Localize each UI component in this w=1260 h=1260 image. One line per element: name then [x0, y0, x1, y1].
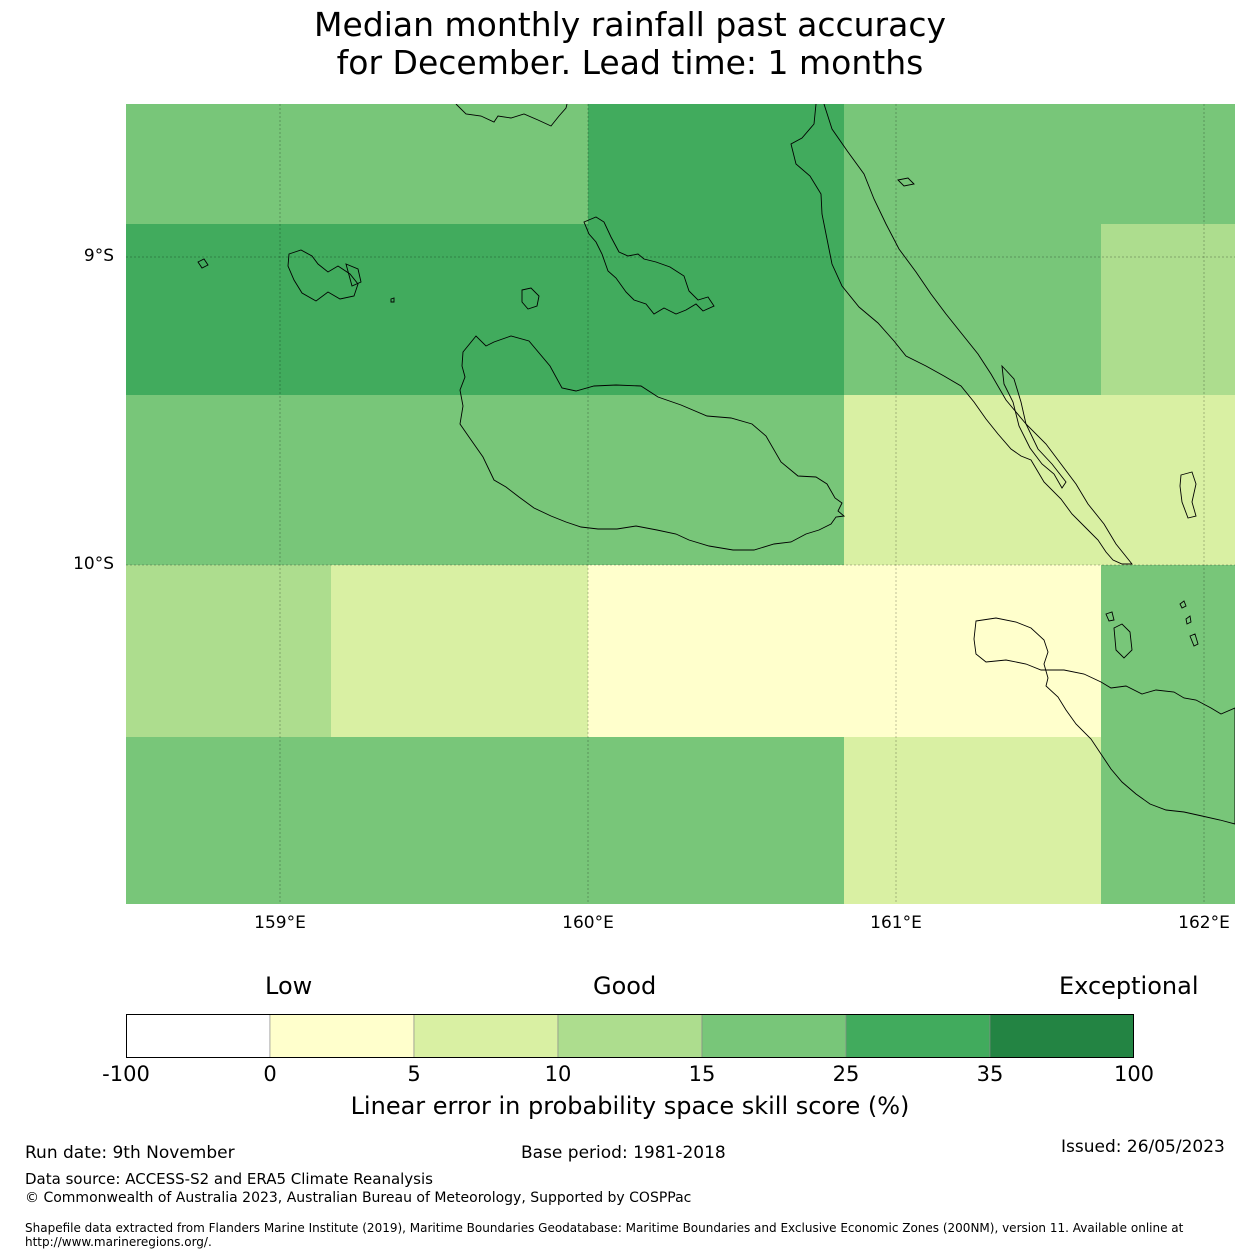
- colorbar-tick-4: 15: [688, 1062, 716, 1086]
- lon-label-160e: 160°E: [562, 913, 614, 933]
- colorbar-tick-5: 25: [832, 1062, 860, 1086]
- colorbar-segment-2: [413, 1014, 559, 1058]
- shapefile-credit: Shapefile data extracted from Flanders M…: [25, 1221, 1184, 1249]
- colorbar-segment-0: [126, 1014, 271, 1058]
- colorbar-tick-3: 10: [544, 1062, 572, 1086]
- coastline-florida-islands: [583, 216, 715, 315]
- coastline-islet-west: [197, 258, 209, 269]
- lat-label-9s: 9°S: [83, 246, 114, 266]
- grid-cell-r3-c2: [588, 565, 1101, 737]
- lon-label-159e: 159°E: [254, 913, 306, 933]
- grid-cell-r2-c1: [588, 395, 844, 565]
- map-panel: [126, 104, 1235, 904]
- colorbar-caption: Linear error in probability space skill …: [350, 1092, 910, 1120]
- run-date: Run date: 9th November: [25, 1143, 235, 1163]
- colorbar-tick-0: -100: [102, 1062, 150, 1086]
- lat-label-10s: 10°S: [73, 554, 114, 574]
- colorbar-segment-4: [701, 1014, 847, 1058]
- colorbar-segment-6: [989, 1014, 1134, 1058]
- coastline-ulawa: [1179, 471, 1197, 519]
- coastline-islet-east-4: [1105, 611, 1115, 622]
- data-source: Data source: ACCESS-S2 and ERA5 Climate …: [25, 1170, 433, 1188]
- grid-cell-r4-c2: [1101, 737, 1235, 904]
- title-line-1: Median monthly rainfall past accuracy: [313, 5, 947, 44]
- chart-title: Median monthly rainfall past accuracy fo…: [0, 6, 1260, 82]
- grid-cell-r0-c1: [588, 104, 844, 224]
- coastline-russell-east: [345, 263, 362, 287]
- coastline-makira: [973, 617, 1235, 825]
- base-period: Base period: 1981-2018: [521, 1143, 726, 1163]
- coastline-malaita-north: [790, 104, 1133, 565]
- coastline-malaita-south: [1001, 364, 1067, 489]
- skill-grid: [126, 104, 1235, 904]
- issued-date: Issued: 26/05/2023: [1061, 1137, 1225, 1157]
- colorbar-tick-2: 5: [407, 1062, 421, 1086]
- grid-cell-r1-c3: [1101, 224, 1235, 395]
- grid-cell-r2-c2: [844, 395, 1235, 565]
- grid-cell-r1-c2: [844, 224, 1101, 395]
- colorbar-segment-5: [845, 1014, 991, 1058]
- colorbar-tick-7: 100: [1113, 1062, 1155, 1086]
- copyright: © Commonwealth of Australia 2023, Austra…: [25, 1190, 692, 1206]
- colorbar-segment-1: [269, 1014, 415, 1058]
- grid-cell-r3-c1: [331, 565, 588, 737]
- coastline-nggela-top: [455, 104, 568, 127]
- legend-low-label: Low: [265, 972, 313, 1000]
- coastline-islet-north: [897, 177, 915, 187]
- lon-label-162e: 162°E: [1178, 913, 1230, 933]
- coastline-islet-small: [390, 297, 395, 303]
- coastline-russell-islands: [287, 249, 359, 302]
- lon-label-161e: 161°E: [870, 913, 922, 933]
- grid-cell-r3-c0: [126, 565, 331, 737]
- coastline-islet-east-3: [1189, 633, 1199, 647]
- grid-cell-r3-c3: [1101, 565, 1235, 737]
- grid-cell-r0-c0: [126, 104, 588, 224]
- grid-cell-r4-c1: [844, 737, 1101, 904]
- title-line-2: for December. Lead time: 1 months: [336, 43, 924, 82]
- colorbar-segment-3: [557, 1014, 703, 1058]
- coastline-three-sisters: [1113, 623, 1133, 659]
- grid-cell-r1-c1: [588, 224, 844, 395]
- legend-exceptional-label: Exceptional: [1059, 972, 1199, 1000]
- coastline-islet-east-2: [1185, 615, 1192, 625]
- grid-cell-r4-c0: [126, 737, 844, 904]
- colorbar: [126, 1014, 1134, 1058]
- graticule: [126, 104, 1235, 904]
- colorbar-tick-6: 35: [976, 1062, 1004, 1086]
- coastline-guadalcanal: [459, 335, 846, 551]
- legend-good-label: Good: [593, 972, 657, 1000]
- coastline-islet-east-1: [1179, 600, 1187, 609]
- colorbar-tick-1: 0: [263, 1062, 277, 1086]
- coastlines: [197, 104, 1235, 825]
- grid-cell-r0-c2: [844, 104, 1235, 224]
- grid-cell-r1-c0: [126, 224, 588, 395]
- grid-cell-r2-c0: [126, 395, 588, 565]
- coastline-savo: [521, 287, 540, 310]
